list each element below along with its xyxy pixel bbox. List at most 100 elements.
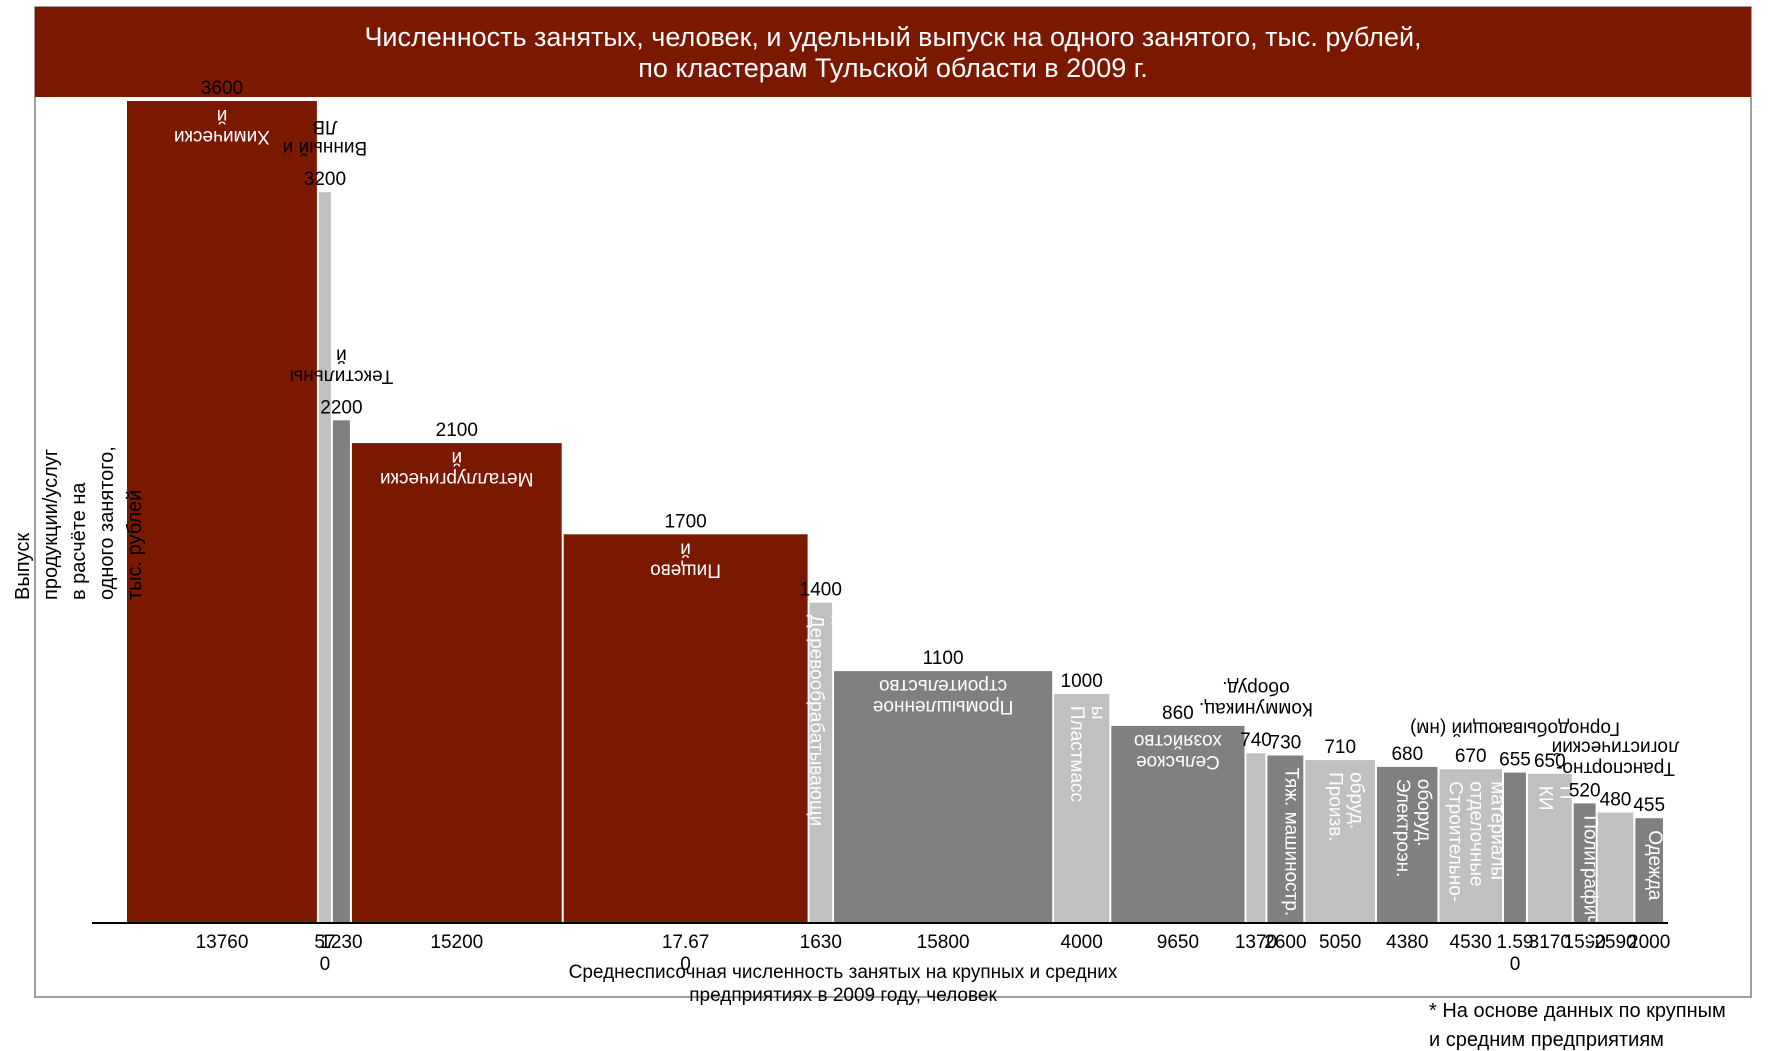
width-label-cluster-16-line-1: 3170: [1529, 932, 1571, 953]
chart-title-line-2: по кластерам Тульской области в 2009 г.: [638, 53, 1148, 83]
bar-cluster-7: [834, 671, 1053, 922]
cluster-name-cluster-12-line-2: обруд.: [1346, 772, 1367, 829]
cluster-name-cluster-10-line-1: Коммуникац.: [1199, 698, 1313, 719]
cluster-name-cluster-6-line-1: Деревообрабатывающи: [805, 615, 826, 827]
bar-cluster-1: [127, 101, 317, 922]
value-label-cluster-4: 2100: [436, 420, 478, 441]
chart-title-line-1: Численность занятых, человек, и удельный…: [364, 22, 1421, 52]
value-label-cluster-3: 2200: [320, 397, 362, 418]
value-label-cluster-15: 655: [1499, 750, 1531, 771]
width-label-cluster-5-line-2: 0: [680, 954, 691, 975]
cluster-name-cluster-14-line-3: материалы: [1487, 781, 1508, 880]
width-label-cluster-4-line-1: 15200: [430, 932, 483, 953]
width-label-cluster-15-line-2: 0: [1510, 954, 1521, 975]
y-axis-title: Выпуск продукции/услуг в расчёте на одно…: [12, 446, 146, 600]
footnote-line-2: и средним предприятиям: [1429, 1029, 1664, 1051]
width-label-cluster-18-line-1: 2590: [1594, 932, 1636, 953]
width-label-cluster-5-line-1: 17.67: [662, 932, 710, 953]
bar-cluster-4: [351, 443, 562, 922]
footnote-line-1: * На основе данных по крупным: [1429, 1000, 1726, 1022]
width-label-cluster-19-line-1: 2000: [1628, 932, 1670, 953]
cluster-name-cluster-2: Винный иЛВ: [283, 116, 367, 158]
cluster-name-cluster-16: КИ П: [1534, 786, 1576, 811]
bar-cluster-11: [1267, 755, 1304, 922]
width-label-cluster-3-line-1: 1230: [320, 932, 362, 953]
value-label-cluster-1: 3600: [201, 78, 243, 99]
title-banner: [35, 7, 1751, 97]
bar-cluster-12: [1305, 760, 1375, 922]
cluster-name-cluster-14-line-2: отделочные: [1466, 781, 1487, 886]
cluster-name-cluster-13-line-2: оборуд.: [1413, 779, 1434, 847]
cluster-name-cluster-10: Коммуникац.оборуд.: [1199, 677, 1313, 719]
width-label-cluster-12-line-1: 5050: [1319, 932, 1361, 953]
width-label-cluster-8-line-1: 4000: [1061, 932, 1103, 953]
width-label-cluster-10-line-1: 1370: [1235, 932, 1277, 953]
bar-cluster-10: [1246, 753, 1266, 922]
cluster-name-cluster-11: Тяж. машиностр.: [1280, 768, 1301, 917]
width-label-cluster-14-line-1: 4530: [1450, 932, 1492, 953]
value-label-cluster-18: 480: [1600, 790, 1632, 811]
bar-cluster-19: [1635, 818, 1663, 922]
cluster-name-cluster-5-line-1: Пищево: [650, 559, 721, 580]
value-label-cluster-19: 455: [1633, 795, 1665, 816]
x-axis-title-line-1: Среднесписочная численность занятых на к…: [569, 962, 1118, 983]
value-label-cluster-8: 1000: [1061, 671, 1103, 692]
width-label-cluster-11-line-1: 2600: [1264, 932, 1306, 953]
value-label-cluster-12: 710: [1324, 737, 1356, 758]
value-label-cluster-13: 680: [1391, 744, 1423, 765]
cluster-name-cluster-7-line-2: строительство: [879, 675, 1007, 696]
width-label-cluster-17-line-1: 1590: [1564, 932, 1606, 953]
cluster-name-cluster-3-line-2: й: [336, 344, 347, 365]
width-label-cluster-2-line-1: 57: [314, 932, 335, 953]
cluster-name-cluster-9-line-2: хозяйство: [1134, 730, 1222, 751]
bar-cluster-9: [1111, 725, 1245, 922]
cluster-name-cluster-17: Полиграфич-й: [1580, 815, 1601, 942]
cluster-name-cluster-8: Пластмасс ы: [1066, 706, 1108, 802]
width-label-cluster-7-line-1: 15800: [917, 932, 970, 953]
cluster-name-cluster-11-line-1: Тяж. машиностр.: [1280, 768, 1301, 917]
cluster-name-cluster-8-line-2: ы: [1087, 706, 1108, 720]
value-label-cluster-7: 1100: [923, 648, 964, 669]
value-label-cluster-11: 730: [1270, 733, 1302, 754]
cluster-name-cluster-16-line-2: П: [1555, 786, 1576, 800]
cluster-name-cluster-1-line-2: й: [217, 105, 228, 126]
cluster-name-cluster-8-line-1: Пластмасс: [1066, 706, 1087, 802]
value-label-cluster-17: 520: [1569, 780, 1601, 801]
cluster-name-cluster-7-line-1: Промышленное: [873, 696, 1014, 717]
cluster-name-cluster-2-line-2: ЛВ: [312, 116, 337, 137]
bar-cluster-14: [1439, 769, 1502, 922]
cluster-name-cluster-10-line-2: оборуд.: [1222, 677, 1290, 698]
cluster-name-cluster-1-line-1: Химически: [174, 126, 270, 147]
width-label-cluster-6-line-1: 1630: [800, 932, 842, 953]
y-axis-title-line-5: тыс. рублей: [124, 490, 146, 600]
cluster-name-cluster-6: Деревообрабатывающи й: [805, 615, 847, 827]
y-axis-title-line-2: продукции/услуг: [40, 449, 62, 600]
cluster-name-cluster-18-line-1: Транспортно-: [1556, 758, 1675, 779]
cluster-name-cluster-12-line-1: Произв.: [1325, 772, 1346, 842]
value-label-cluster-2: 3200: [304, 169, 346, 190]
y-axis-title-line-3: в расчёте на: [68, 482, 90, 600]
cluster-name-cluster-14-line-1: Строительно-: [1445, 781, 1466, 902]
width-label-cluster-15-line-1: 1.59: [1497, 932, 1534, 953]
value-label-cluster-9: 860: [1162, 703, 1194, 724]
width-label-cluster-13-line-1: 4380: [1386, 932, 1428, 953]
cluster-name-cluster-17-line-1: Полиграфич-й: [1580, 815, 1601, 942]
width-label-cluster-1-line-1: 13760: [196, 932, 249, 953]
cluster-name-cluster-4-line-1: Металлургически: [380, 468, 534, 489]
cluster-name-cluster-18: Транспортно-логистический: [1552, 737, 1680, 779]
x-axis-title-line-2: предприятиях в 2009 году, человек: [689, 985, 997, 1006]
y-axis-title-line-4: одного занятого,: [96, 446, 118, 600]
y-axis-title-line-1: Выпуск: [12, 533, 34, 600]
bar-cluster-8: [1054, 693, 1110, 922]
width-label-cluster-2-line-2: 0: [320, 954, 331, 975]
bar-cluster-18: [1597, 812, 1634, 922]
bar-cluster-2: [318, 192, 331, 922]
